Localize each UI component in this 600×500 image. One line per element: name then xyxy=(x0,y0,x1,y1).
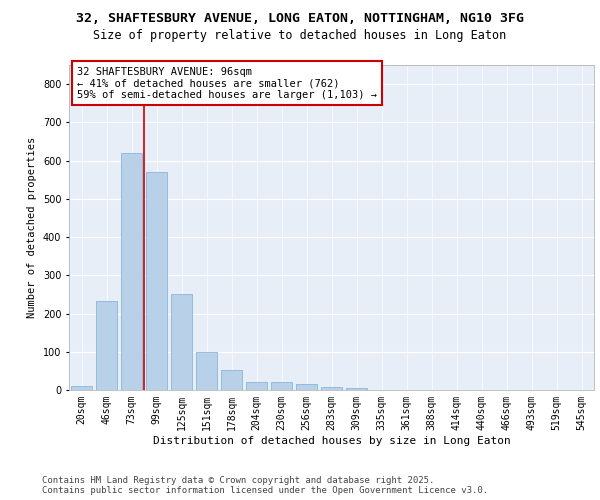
Y-axis label: Number of detached properties: Number of detached properties xyxy=(28,137,37,318)
Bar xyxy=(71,386,92,390)
Bar xyxy=(196,352,217,390)
Bar xyxy=(346,388,367,390)
Bar xyxy=(321,387,342,390)
Text: Size of property relative to detached houses in Long Eaton: Size of property relative to detached ho… xyxy=(94,29,506,42)
X-axis label: Distribution of detached houses by size in Long Eaton: Distribution of detached houses by size … xyxy=(152,436,511,446)
Bar xyxy=(96,302,117,390)
Bar xyxy=(246,382,267,390)
Bar xyxy=(271,382,292,390)
Bar xyxy=(171,294,192,390)
Bar xyxy=(296,384,317,390)
Bar xyxy=(121,153,142,390)
Text: 32 SHAFTESBURY AVENUE: 96sqm
← 41% of detached houses are smaller (762)
59% of s: 32 SHAFTESBURY AVENUE: 96sqm ← 41% of de… xyxy=(77,66,377,100)
Text: 32, SHAFTESBURY AVENUE, LONG EATON, NOTTINGHAM, NG10 3FG: 32, SHAFTESBURY AVENUE, LONG EATON, NOTT… xyxy=(76,12,524,26)
Bar xyxy=(146,172,167,390)
Bar xyxy=(221,370,242,390)
Text: Contains HM Land Registry data © Crown copyright and database right 2025.
Contai: Contains HM Land Registry data © Crown c… xyxy=(42,476,488,495)
